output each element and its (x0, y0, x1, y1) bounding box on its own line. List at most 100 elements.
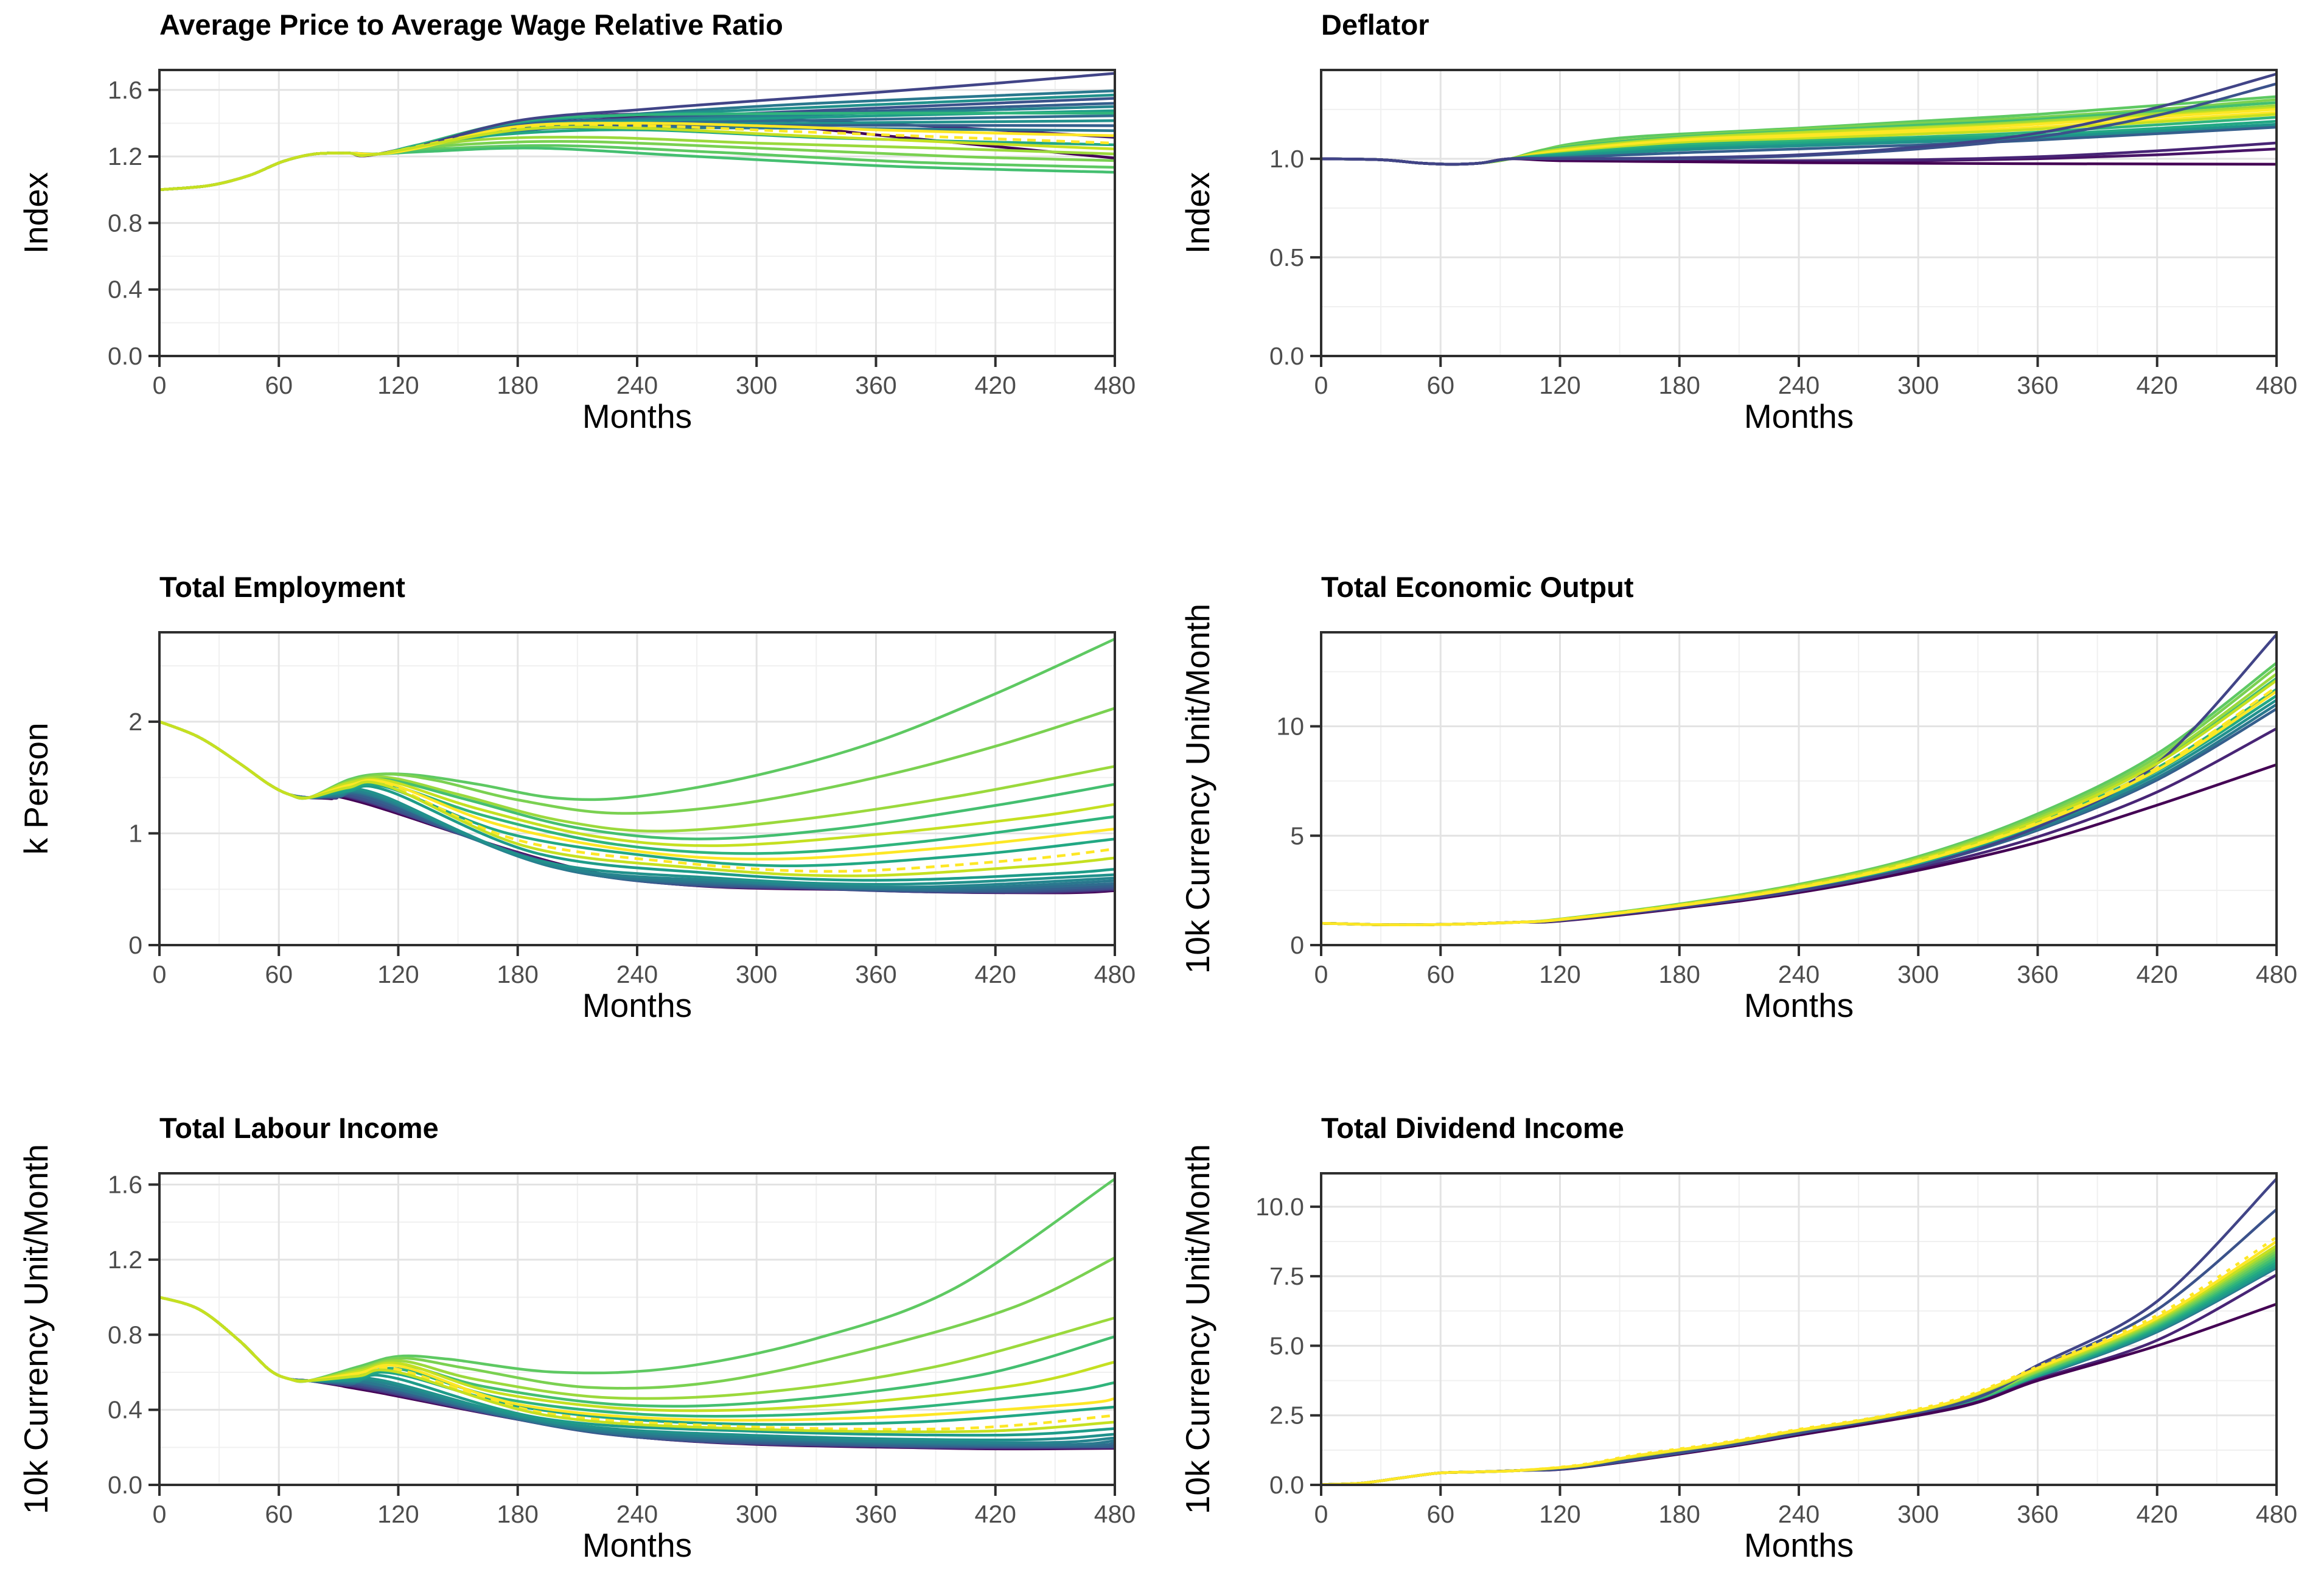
x-tick-label: 360 (855, 1500, 896, 1528)
series-lines (159, 72, 1115, 191)
plot-area: 0 60 120 180 240 300 360 420 480 0.0 0.4 0.8 1.2 1.6 (108, 1171, 1136, 1528)
y-tick-label: 10 (1276, 713, 1304, 741)
x-tick-label: 120 (1539, 371, 1580, 399)
x-tick-label: 240 (1778, 1500, 1820, 1528)
x-tick-label: 0 (1314, 1500, 1328, 1528)
chart-title: Average Price to Average Wage Relative R… (159, 9, 783, 41)
panel-avg-price-wage-ratio: Average Price to Average Wage Relative R… (0, 0, 1162, 526)
x-tick-label: 180 (1659, 1500, 1700, 1528)
x-tick-label: 480 (2256, 1500, 2297, 1528)
x-tick-label: 180 (1659, 371, 1700, 399)
x-tick-label: 300 (736, 960, 777, 988)
series-lines (1321, 1178, 2278, 1486)
plot-area: 0 60 120 180 240 300 360 420 480 0.0 2.5 5.0 7.5 10.0 (1255, 1172, 2297, 1528)
x-tick-label: 240 (1778, 960, 1820, 988)
panel-total-dividend-income: Total Dividend Income 10k Currency Unit/… (1162, 1052, 2324, 1578)
x-tick-label: 480 (2256, 960, 2297, 988)
axis-ticks: 0 60 120 180 240 300 360 420 480 0.0 0.5 1.0 (1269, 145, 2297, 399)
x-tick-label: 0 (153, 1500, 167, 1528)
y-tick-label: 0.5 (1269, 243, 1304, 271)
x-tick-label: 240 (616, 960, 658, 988)
series-lines (1321, 634, 2278, 926)
panel-total-economic-output: Total Economic Output 10k Currency Unit/… (1162, 526, 2324, 1052)
x-axis-title: Months (582, 397, 692, 435)
x-tick-label: 60 (1426, 1500, 1454, 1528)
y-tick-label: 0 (128, 931, 142, 959)
y-tick-label: 0 (1290, 931, 1304, 959)
y-tick-label: 1.0 (1269, 145, 1304, 173)
chart-title: Total Employment (159, 571, 405, 603)
y-axis-title: 10k Currency Unit/Month (1179, 1144, 1216, 1514)
axis-ticks: 0 60 120 180 240 300 360 420 480 0 5 10 (1276, 713, 2297, 988)
x-tick-label: 240 (616, 371, 658, 399)
x-tick-label: 0 (1314, 371, 1328, 399)
x-tick-label: 120 (377, 1500, 419, 1528)
y-tick-label: 2.5 (1269, 1402, 1304, 1430)
x-tick-label: 300 (1897, 371, 1939, 399)
axis-ticks: 0 60 120 180 240 300 360 420 480 0.0 2.5 5.0 7.5 10.0 (1255, 1193, 2297, 1528)
x-tick-label: 480 (2256, 371, 2297, 399)
chart-total-dividend-income: Total Dividend Income 10k Currency Unit/… (1179, 1112, 2297, 1564)
plot-area: 0 60 120 180 240 300 360 420 480 0.0 0.5 1.0 (1269, 69, 2297, 399)
axis-ticks: 0 60 120 180 240 300 360 420 480 0.0 0.4 0.8 1.2 1.6 (108, 1171, 1136, 1528)
y-tick-label: 5.0 (1269, 1332, 1304, 1360)
panel-total-labour-income: Total Labour Income 10k Currency Unit/Mo… (0, 1052, 1162, 1578)
axis-ticks: 0 60 120 180 240 300 360 420 480 0.0 0.4 0.8 1.2 1.6 (108, 76, 1136, 399)
x-tick-label: 360 (855, 960, 896, 988)
y-tick-label: 1.6 (108, 1171, 142, 1199)
x-tick-label: 120 (377, 371, 419, 399)
series-line (1321, 1240, 2278, 1486)
chart-total-economic-output: Total Economic Output 10k Currency Unit/… (1179, 571, 2297, 1024)
x-tick-label: 420 (2137, 371, 2178, 399)
x-axis-title: Months (582, 1526, 692, 1564)
y-tick-label: 1.2 (108, 142, 142, 170)
panel-deflator: Deflator Index Months 0 60 120 180 240 300 360… (1162, 0, 2324, 526)
series-line (159, 1296, 1115, 1433)
x-tick-label: 180 (497, 1500, 539, 1528)
y-tick-label: 0.4 (108, 276, 142, 304)
x-axis-title: Months (1744, 986, 1854, 1024)
y-tick-label: 0.0 (1269, 342, 1304, 370)
chart-total-employment: Total Employment k Person Months 0 60 120 1… (17, 571, 1136, 1024)
plot-area: 0 60 120 180 240 300 360 420 480 0.0 0.4 0.8 1.2 1.6 (108, 69, 1136, 399)
x-tick-label: 60 (265, 371, 293, 399)
x-tick-label: 300 (1897, 1500, 1939, 1528)
series-line (159, 720, 1115, 873)
y-axis-title: k Person (17, 722, 55, 854)
y-axis-title: 10k Currency Unit/Month (1179, 604, 1216, 974)
series-lines (159, 1178, 1116, 1451)
x-tick-label: 120 (1539, 1500, 1580, 1528)
y-axis-title: 10k Currency Unit/Month (17, 1144, 55, 1514)
chart-title: Total Economic Output (1321, 571, 1634, 603)
series-line (159, 720, 1115, 878)
series-line (159, 125, 1115, 191)
x-axis-title: Months (582, 986, 692, 1024)
y-tick-label: 0.0 (1269, 1471, 1304, 1499)
y-tick-label: 1.6 (108, 76, 142, 104)
y-tick-label: 0.4 (108, 1396, 142, 1424)
x-tick-label: 420 (2137, 1500, 2178, 1528)
x-tick-label: 300 (1897, 960, 1939, 988)
x-axis-title: Months (1744, 1526, 1854, 1564)
chart-deflator: Deflator Index Months 0 60 120 180 240 300 360… (1179, 9, 2297, 435)
x-tick-label: 360 (855, 371, 896, 399)
y-tick-label: 1.2 (108, 1246, 142, 1274)
x-tick-label: 420 (975, 960, 1016, 988)
y-tick-label: 0.0 (108, 1471, 142, 1499)
x-tick-label: 480 (1094, 1500, 1136, 1528)
chart-title: Total Dividend Income (1321, 1112, 1624, 1144)
y-axis-title: Index (17, 172, 55, 254)
x-tick-label: 240 (1778, 371, 1820, 399)
y-tick-label: 0.8 (108, 209, 142, 237)
plot-area: 0 60 120 180 240 300 360 420 480 0 1 2 (128, 631, 1136, 988)
x-tick-label: 60 (1426, 371, 1454, 399)
chart-title: Total Labour Income (159, 1112, 439, 1144)
chart-total-labour-income: Total Labour Income 10k Currency Unit/Mo… (17, 1112, 1136, 1564)
x-tick-label: 120 (377, 960, 419, 988)
y-tick-label: 5 (1290, 822, 1304, 850)
x-tick-label: 420 (2137, 960, 2178, 988)
x-tick-label: 0 (153, 371, 167, 399)
axis-ticks: 0 60 120 180 240 300 360 420 480 0 1 2 (128, 708, 1136, 988)
y-tick-label: 0.0 (108, 342, 142, 370)
